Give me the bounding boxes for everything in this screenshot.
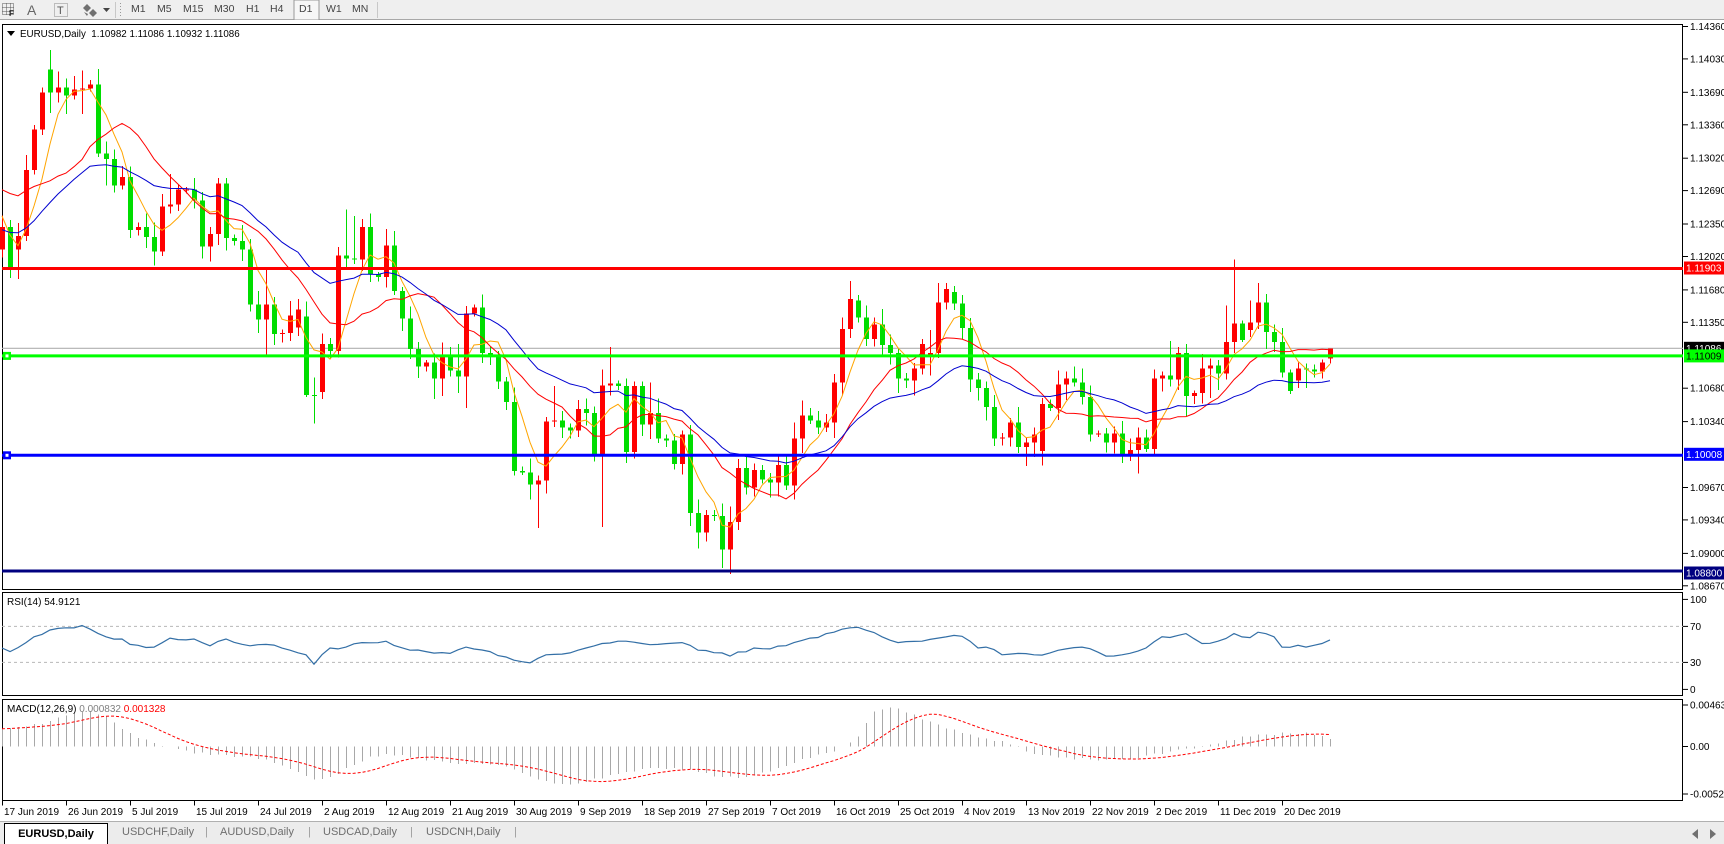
svg-text:1.13360: 1.13360 <box>1690 120 1724 131</box>
svg-text:1.11680: 1.11680 <box>1690 285 1724 296</box>
svg-text:100: 100 <box>1690 595 1707 606</box>
svg-text:9 Sep 2019: 9 Sep 2019 <box>580 807 632 818</box>
svg-text:26 Jun 2019: 26 Jun 2019 <box>68 807 123 818</box>
svg-text:RSI(14) 54.9121: RSI(14) 54.9121 <box>7 597 81 608</box>
svg-text:1.14360: 1.14360 <box>1690 22 1724 33</box>
svg-text:1.11086: 1.11086 <box>1686 344 1722 355</box>
svg-text:16 Oct 2019: 16 Oct 2019 <box>836 807 891 818</box>
svg-text:15 Jul 2019: 15 Jul 2019 <box>196 807 248 818</box>
svg-text:1.09670: 1.09670 <box>1690 483 1724 494</box>
svg-text:F: F <box>9 9 14 18</box>
svg-text:18 Sep 2019: 18 Sep 2019 <box>644 807 701 818</box>
svg-text:EURUSD,Daily 1.10982 1.11086: EURUSD,Daily 1.10982 1.11086 1.10932 1.1… <box>20 29 240 40</box>
svg-text:17 Jun 2019: 17 Jun 2019 <box>4 807 59 818</box>
svg-text:1.11903: 1.11903 <box>1686 264 1722 275</box>
svg-text:1.11009: 1.11009 <box>1686 351 1722 362</box>
svg-text:1.12350: 1.12350 <box>1690 220 1724 231</box>
svg-text:0.00: 0.00 <box>1690 742 1710 753</box>
svg-text:1.13020: 1.13020 <box>1690 154 1724 165</box>
svg-text:1.10008: 1.10008 <box>1686 450 1723 461</box>
svg-text:2 Dec 2019: 2 Dec 2019 <box>1156 807 1208 818</box>
svg-text:24 Jul 2019: 24 Jul 2019 <box>260 807 312 818</box>
svg-text:13 Nov 2019: 13 Nov 2019 <box>1028 807 1085 818</box>
svg-text:7 Oct 2019: 7 Oct 2019 <box>772 807 821 818</box>
svg-text:11 Dec 2019: 11 Dec 2019 <box>1220 807 1276 818</box>
svg-text:1.09340: 1.09340 <box>1690 515 1724 526</box>
svg-text:1.13690: 1.13690 <box>1690 88 1724 99</box>
svg-text:1.14030: 1.14030 <box>1690 54 1724 65</box>
svg-text:MACD(12,26,9) 0.000832 0.00132: MACD(12,26,9) 0.000832 0.001328 <box>7 704 166 715</box>
svg-text:1.10680: 1.10680 <box>1690 384 1724 395</box>
svg-text:5 Jul 2019: 5 Jul 2019 <box>132 807 179 818</box>
svg-text:30 Aug 2019: 30 Aug 2019 <box>516 807 573 818</box>
svg-text:12 Aug 2019: 12 Aug 2019 <box>388 807 445 818</box>
svg-text:25 Oct 2019: 25 Oct 2019 <box>900 807 955 818</box>
svg-text:30: 30 <box>1690 658 1702 669</box>
svg-text:-0.00529: -0.00529 <box>1690 790 1724 801</box>
svg-text:27 Sep 2019: 27 Sep 2019 <box>708 807 765 818</box>
svg-text:20 Dec 2019: 20 Dec 2019 <box>1284 807 1341 818</box>
svg-text:0: 0 <box>1690 685 1696 696</box>
svg-text:A: A <box>27 2 37 18</box>
svg-text:T: T <box>57 5 64 17</box>
svg-text:1.12690: 1.12690 <box>1690 186 1724 197</box>
svg-text:1.10340: 1.10340 <box>1690 417 1724 428</box>
svg-text:0.00463: 0.00463 <box>1690 701 1724 712</box>
svg-text:2 Aug 2019: 2 Aug 2019 <box>324 807 375 818</box>
svg-text:1.12020: 1.12020 <box>1690 252 1724 263</box>
svg-text:4 Nov 2019: 4 Nov 2019 <box>964 807 1016 818</box>
svg-text:1.09000: 1.09000 <box>1690 549 1724 560</box>
svg-text:22 Nov 2019: 22 Nov 2019 <box>1092 807 1149 818</box>
svg-text:1.08800: 1.08800 <box>1686 569 1723 580</box>
svg-text:1.11350: 1.11350 <box>1690 318 1724 329</box>
svg-text:21 Aug 2019: 21 Aug 2019 <box>452 807 509 818</box>
svg-text:1.08670: 1.08670 <box>1690 581 1724 592</box>
svg-text:70: 70 <box>1690 622 1702 633</box>
